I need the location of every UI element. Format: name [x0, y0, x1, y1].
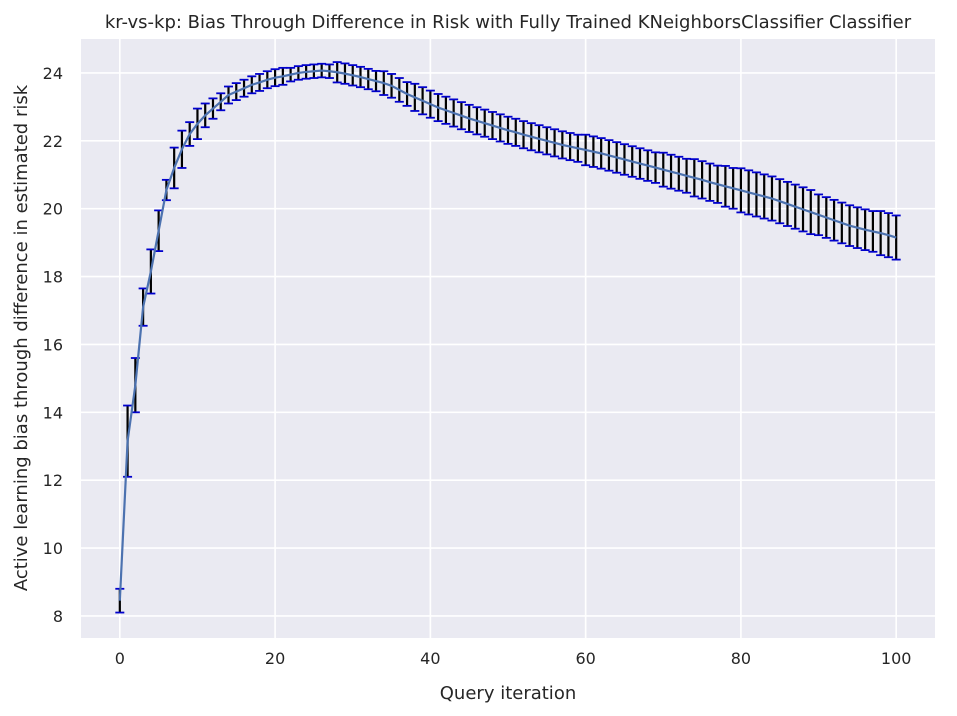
y-tick-label: 20: [43, 200, 63, 219]
x-tick-label: 40: [420, 649, 440, 668]
x-tick-label: 100: [881, 649, 912, 668]
y-tick-label: 22: [43, 132, 63, 151]
y-tick-label: 12: [43, 471, 63, 490]
y-tick-label: 10: [43, 539, 63, 558]
chart-title: kr-vs-kp: Bias Through Difference in Ris…: [105, 12, 912, 33]
y-axis-label: Active learning bias through difference …: [11, 84, 32, 591]
x-axis-label: Query iteration: [440, 683, 576, 704]
x-tick-label: 20: [265, 649, 285, 668]
y-tick-labels: 8 10 12 14 16 18 20 22 24: [43, 64, 63, 626]
x-tick-label: 80: [731, 649, 751, 668]
x-tick-labels: 0 20 40 60 80 100: [115, 649, 912, 668]
y-tick-label: 8: [53, 607, 63, 626]
y-tick-label: 18: [43, 268, 63, 287]
y-tick-label: 16: [43, 335, 63, 354]
y-tick-label: 24: [43, 64, 63, 83]
series-line-group: [118, 69, 897, 601]
y-tick-label: 14: [43, 403, 63, 422]
series-line: [118, 69, 897, 601]
x-tick-label: 0: [115, 649, 125, 668]
x-tick-label: 60: [575, 649, 595, 668]
